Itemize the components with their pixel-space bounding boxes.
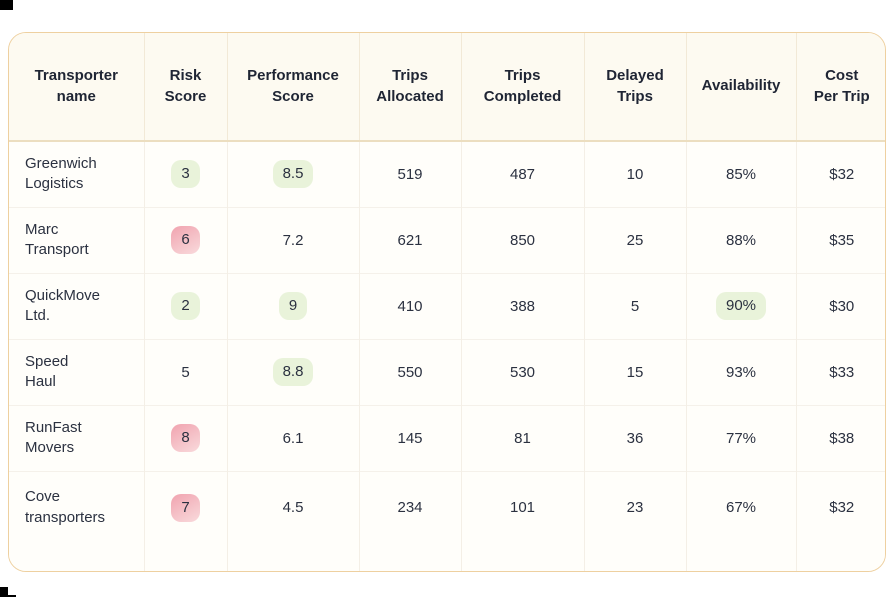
table-row: RunFast Movers 8 6.1 145 81 36 77% $38 xyxy=(9,404,885,471)
risk-score: 6 xyxy=(171,226,200,254)
transporter-name: QuickMove Ltd. xyxy=(25,286,101,324)
col-header-delayed-trips: Delayed Trips xyxy=(584,33,687,142)
table-row: Speed Haul 5 8.8 550 530 15 93% $33 xyxy=(9,338,885,405)
trips-completed: 487 xyxy=(509,165,536,183)
transporter-name: RunFast Movers xyxy=(25,418,82,456)
performance-score: 6.1 xyxy=(282,429,304,447)
cost-per-trip: $32 xyxy=(829,165,855,183)
availability: 88% xyxy=(725,231,757,249)
delayed-trips: 5 xyxy=(630,297,640,315)
transporter-name: Cove transporters xyxy=(25,488,106,526)
cost-per-trip: $30 xyxy=(829,297,855,315)
table-row: Marc Transport 6 7.2 621 850 25 88% $35 xyxy=(9,206,885,273)
trips-allocated: 234 xyxy=(397,499,423,516)
transporter-name: Greenwich Logistics xyxy=(25,155,97,193)
risk-score: 8 xyxy=(171,424,200,452)
trips-allocated: 519 xyxy=(397,165,423,183)
col-header-performance-score: Performance Score xyxy=(227,33,360,142)
performance-score: 4.5 xyxy=(282,499,304,516)
col-header-cost-per-trip: Cost Per Trip xyxy=(796,33,885,142)
trips-allocated: 145 xyxy=(397,429,423,447)
col-header-trips-completed: Trips Completed xyxy=(461,33,585,142)
trips-completed: 101 xyxy=(509,499,536,516)
performance-score: 8.5 xyxy=(272,160,314,189)
trips-allocated: 550 xyxy=(397,363,423,381)
trips-completed: 388 xyxy=(509,297,536,315)
transporter-table: Transporter name Risk Score Performance … xyxy=(9,33,885,571)
performance-score: 8.8 xyxy=(272,358,314,386)
trips-allocated: 621 xyxy=(397,231,423,249)
delayed-trips: 25 xyxy=(626,231,644,249)
transporter-name: Speed Haul xyxy=(25,352,69,390)
availability: 77% xyxy=(725,429,757,447)
col-header-transporter-name: Transporter name xyxy=(9,33,145,142)
trips-completed: 530 xyxy=(509,363,536,381)
risk-score: 5 xyxy=(181,363,190,381)
delayed-trips: 36 xyxy=(626,429,644,447)
transporter-name: Marc Transport xyxy=(25,220,89,258)
col-header-trips-allocated: Trips Allocated xyxy=(359,33,462,142)
col-header-risk-score: Risk Score xyxy=(144,33,228,142)
delayed-trips: 10 xyxy=(626,165,644,183)
risk-score: 2 xyxy=(171,292,200,320)
availability: 67% xyxy=(725,499,757,516)
trips-completed: 81 xyxy=(514,429,531,447)
risk-score: 7 xyxy=(171,493,200,522)
delayed-trips: 23 xyxy=(626,499,644,516)
performance-score: 9 xyxy=(278,292,308,320)
availability: 85% xyxy=(725,165,757,183)
col-header-availability: Availability xyxy=(686,33,797,142)
table-row: QuickMove Ltd. 2 9 410 388 5 90% $30 xyxy=(9,272,885,339)
availability: 93% xyxy=(725,363,757,381)
risk-score: 3 xyxy=(171,160,200,189)
cost-per-trip: $38 xyxy=(829,429,855,447)
corner-mark-bottom-line xyxy=(0,595,16,597)
cost-per-trip: $33 xyxy=(829,363,855,381)
table-row: Cove transporters 7 4.5 234 101 23 67% $… xyxy=(9,470,885,571)
trips-completed: 850 xyxy=(509,231,536,249)
table-row: Greenwich Logistics 3 8.5 519 487 10 85%… xyxy=(9,141,885,207)
corner-mark-bottom-left xyxy=(0,587,8,597)
corner-mark-top-left xyxy=(0,0,13,10)
trips-allocated: 410 xyxy=(397,297,423,315)
performance-score: 7.2 xyxy=(282,231,304,249)
transporter-table-card: Transporter name Risk Score Performance … xyxy=(8,32,886,572)
header-row: Transporter name Risk Score Performance … xyxy=(9,33,885,142)
cost-per-trip: $35 xyxy=(829,231,855,249)
availability: 90% xyxy=(715,292,767,320)
cost-per-trip: $32 xyxy=(829,499,855,516)
delayed-trips: 15 xyxy=(626,363,644,381)
